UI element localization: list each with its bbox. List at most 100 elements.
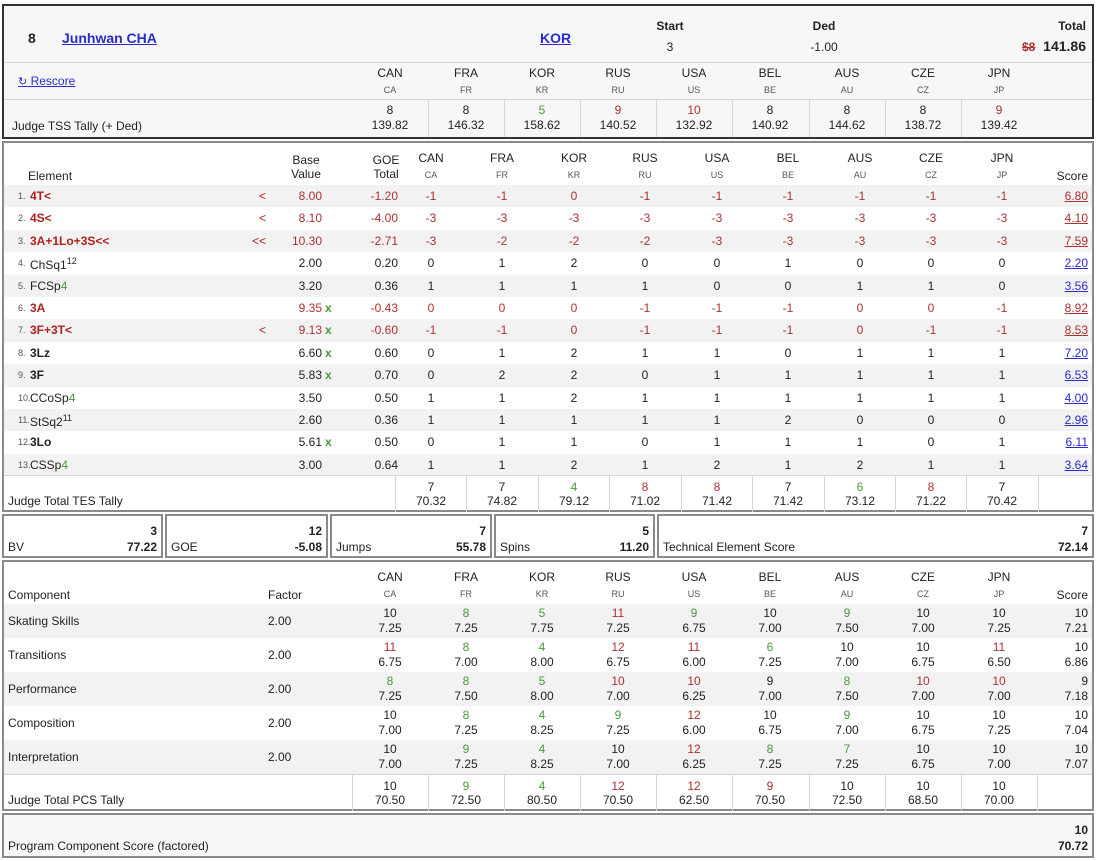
goe-col-header-1: GOE xyxy=(372,153,400,167)
element-score-link[interactable]: 7.20 xyxy=(1064,345,1088,360)
skater-header: 8 Junhwan CHA KOR Start 3 Ded -1.00 Tota… xyxy=(2,4,1094,139)
summary-value: 11.20 xyxy=(619,540,649,554)
judge-goe: -1 xyxy=(425,189,437,203)
element-score-link[interactable]: 6.11 xyxy=(1065,435,1088,450)
element-level: 4 xyxy=(60,278,68,293)
pcs-tally-rank: 10 xyxy=(383,779,397,793)
ded-value: -1.00 xyxy=(810,40,838,54)
element-score-link[interactable]: 2.96 xyxy=(1064,413,1088,427)
base-value: 3.50 xyxy=(298,390,322,405)
element-code: CSSp xyxy=(30,457,62,472)
tss-rank: 9 xyxy=(614,103,622,117)
judge-component-score: 7.00 xyxy=(987,757,1011,771)
judge-header-fr: FRA xyxy=(454,66,478,80)
tes-value: 70.32 xyxy=(415,494,447,508)
tss-rank: 8 xyxy=(386,103,394,117)
column-divider xyxy=(732,775,733,811)
element-score-link[interactable]: 4.00 xyxy=(1064,390,1088,405)
goe-total: 0.50 xyxy=(374,435,398,450)
tes-tally-label: Judge Total TES Tally xyxy=(8,494,123,508)
judge-goe: -2 xyxy=(568,233,580,248)
column-divider xyxy=(352,775,353,811)
score-col-header: Score xyxy=(1056,169,1088,183)
judge-component-rank: 10 xyxy=(916,640,930,654)
judge-component-rank: 11 xyxy=(383,640,397,654)
judge-subcode: CA xyxy=(383,85,397,95)
column-divider xyxy=(752,476,753,512)
element-score-link[interactable]: 2.20 xyxy=(1064,256,1088,271)
skater-name-link[interactable]: Junhwan CHA xyxy=(62,30,157,46)
pcs-total-label: Program Component Score (factored) xyxy=(8,839,209,853)
judge-subcode: KR xyxy=(535,85,549,95)
judge-goe: -3 xyxy=(496,211,508,226)
column-divider xyxy=(809,100,810,137)
element-row: 8. 3Lz 6.60 x 0.60 0 1 2 1 1 0 1 1 1 7.20 xyxy=(4,342,1092,364)
judge-component-score: 7.00 xyxy=(378,757,402,771)
component-score-rank: 9 xyxy=(1081,674,1088,688)
element-judge-header-ru: RUS xyxy=(632,151,658,165)
element-score-link[interactable]: 4.10 xyxy=(1064,211,1088,226)
nation-link[interactable]: KOR xyxy=(540,30,572,46)
judge-subcode: KR xyxy=(535,589,549,599)
element-score-link[interactable]: 6.80 xyxy=(1064,189,1088,203)
element-score-link[interactable]: 3.64 xyxy=(1064,457,1088,472)
pcs-judge-header-ca: CAN xyxy=(377,570,403,584)
judge-goe: -3 xyxy=(425,233,437,248)
judge-component-rank: 10 xyxy=(992,708,1006,722)
judge-goe: 1 xyxy=(998,435,1006,450)
tss-rank: 8 xyxy=(919,103,927,117)
judge-goe: 0 xyxy=(570,301,578,315)
element-score-link[interactable]: 8.92 xyxy=(1064,301,1088,315)
summary-label: Spins xyxy=(500,540,531,554)
element-score-link[interactable]: 8.53 xyxy=(1064,323,1088,338)
judge-goe: 0 xyxy=(641,256,649,271)
judge-subcode: FR xyxy=(460,589,472,599)
element-name: StSq211 xyxy=(30,413,72,429)
tes-value: 71.02 xyxy=(629,494,661,508)
rescore-link[interactable]: ↻ Rescore xyxy=(18,74,75,88)
component-score-rank: 10 xyxy=(1074,640,1088,654)
judge-component-rank: 8 xyxy=(462,708,470,722)
judge-goe: -1 xyxy=(425,323,437,338)
judge-component-score: 7.00 xyxy=(606,757,630,771)
summary-label: BV xyxy=(8,540,25,554)
tss-value: 146.32 xyxy=(447,118,485,132)
judge-header-ru: RUS xyxy=(605,66,631,80)
column-divider xyxy=(656,100,657,137)
base-value: 5.83 xyxy=(298,368,322,383)
judge-goe: 0 xyxy=(427,435,435,450)
pcs-tally-rank: 10 xyxy=(916,779,930,793)
pcs-tally-value: 70.50 xyxy=(374,793,406,807)
judge-component-score: 6.25 xyxy=(682,757,706,771)
tes-value: 74.82 xyxy=(486,494,518,508)
component-row: Skating Skills 2.00 10 7.25 8 7.25 5 7.75 11 7.25… xyxy=(4,604,1092,638)
element-judge-header-au: AUS xyxy=(847,151,873,165)
tss-value: 132.92 xyxy=(675,118,713,132)
element-score-link[interactable]: 3.56 xyxy=(1064,278,1088,293)
judge-subcode: CA xyxy=(383,589,397,599)
element-code: 3Lz xyxy=(30,345,51,360)
ded-label: Ded xyxy=(812,19,836,33)
judge-component-score: 7.00 xyxy=(987,689,1011,703)
judge-subcode: AU xyxy=(853,170,867,180)
judge-component-score: 7.00 xyxy=(758,621,782,635)
bonus-marker: x xyxy=(325,323,332,338)
judge-goe: -1 xyxy=(996,323,1008,338)
element-number: 1. xyxy=(18,191,26,201)
underrotation-flag: < xyxy=(258,189,266,203)
tss-rank: 9 xyxy=(995,103,1003,117)
element-judge-header-kr: KOR xyxy=(560,151,587,165)
judge-subcode: CZ xyxy=(917,589,929,599)
element-name: ChSq112 xyxy=(30,256,77,272)
judge-goe: 0 xyxy=(570,189,578,203)
element-score-link[interactable]: 6.53 xyxy=(1064,368,1088,383)
summary-label: Technical Element Score xyxy=(663,540,796,554)
pcs-total-rank: 10 xyxy=(1074,823,1088,837)
goe-total: 0.20 xyxy=(374,256,398,271)
judge-subcode: FR xyxy=(460,85,472,95)
element-score-link[interactable]: 7.59 xyxy=(1064,233,1088,248)
element-row: 7. 3F+3T< <9.13 x -0.60 -1 -1 0 -1 -1 -1 0 -1 -1 8.53 xyxy=(4,319,1092,342)
judge-goe: 0 xyxy=(998,413,1006,427)
judge-goe: 1 xyxy=(998,345,1006,360)
judge-goe: -3 xyxy=(854,211,866,226)
